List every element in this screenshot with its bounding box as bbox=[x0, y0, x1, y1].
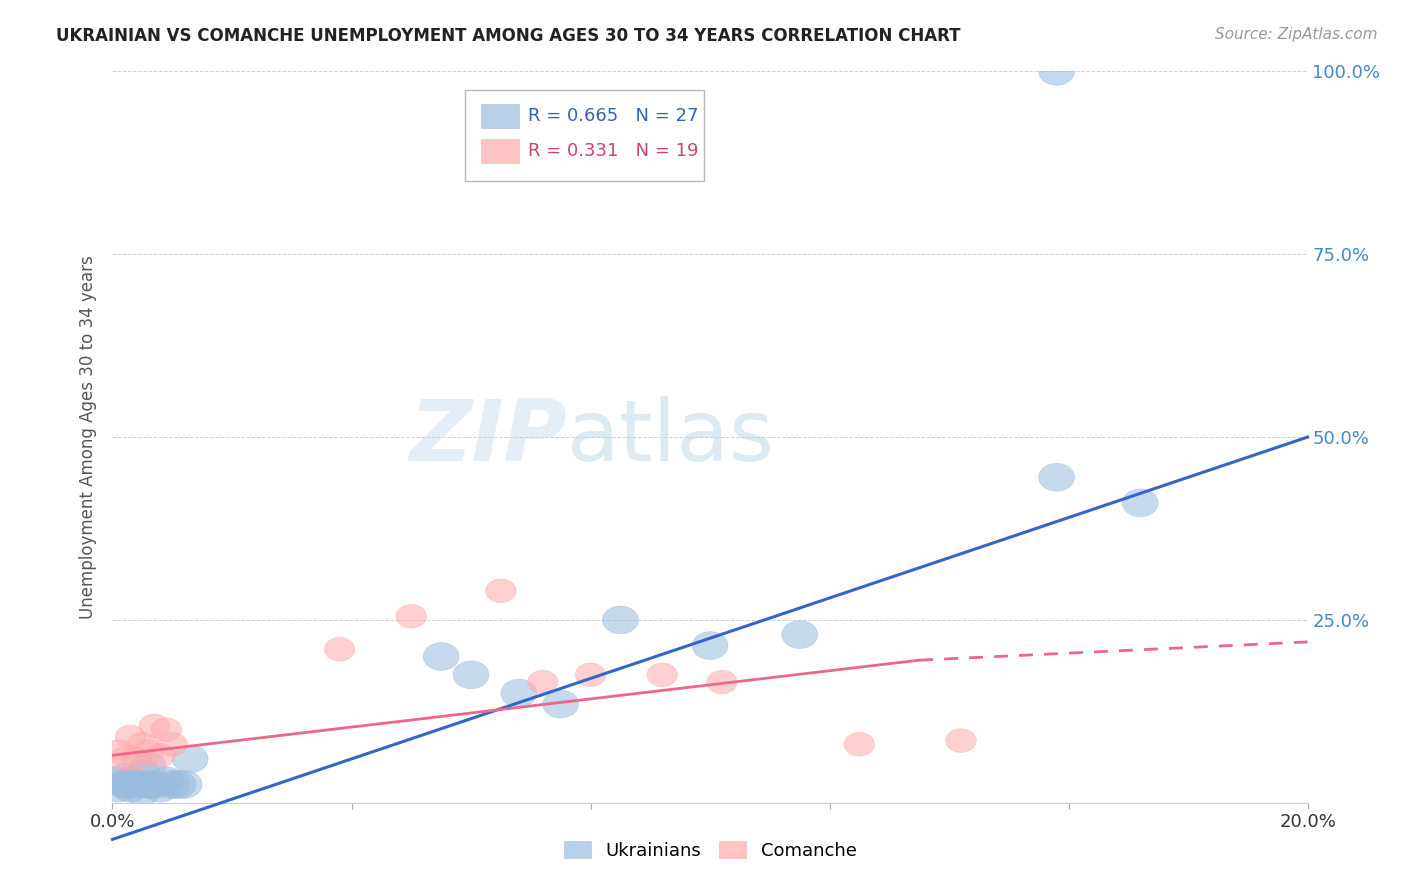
Ellipse shape bbox=[121, 747, 152, 771]
Ellipse shape bbox=[844, 732, 875, 756]
Ellipse shape bbox=[110, 747, 139, 771]
FancyBboxPatch shape bbox=[481, 104, 519, 128]
Text: atlas: atlas bbox=[567, 395, 775, 479]
Ellipse shape bbox=[112, 774, 149, 802]
Ellipse shape bbox=[1039, 57, 1074, 86]
Ellipse shape bbox=[142, 774, 179, 802]
Ellipse shape bbox=[118, 771, 155, 798]
Ellipse shape bbox=[527, 670, 558, 694]
Ellipse shape bbox=[136, 771, 173, 798]
Ellipse shape bbox=[575, 663, 606, 687]
Ellipse shape bbox=[485, 579, 516, 602]
Text: R = 0.665   N = 27: R = 0.665 N = 27 bbox=[529, 107, 699, 125]
Ellipse shape bbox=[148, 767, 184, 795]
FancyBboxPatch shape bbox=[465, 90, 704, 181]
Ellipse shape bbox=[325, 638, 354, 661]
Ellipse shape bbox=[453, 661, 489, 689]
Ellipse shape bbox=[139, 714, 170, 738]
Ellipse shape bbox=[160, 771, 197, 798]
Ellipse shape bbox=[101, 774, 136, 802]
Ellipse shape bbox=[127, 732, 157, 756]
Ellipse shape bbox=[145, 743, 176, 767]
Ellipse shape bbox=[543, 690, 579, 718]
Ellipse shape bbox=[1039, 464, 1074, 491]
Ellipse shape bbox=[115, 725, 146, 748]
Ellipse shape bbox=[707, 670, 737, 694]
Ellipse shape bbox=[134, 739, 163, 764]
Ellipse shape bbox=[396, 605, 426, 628]
FancyBboxPatch shape bbox=[481, 139, 519, 163]
Ellipse shape bbox=[157, 732, 187, 756]
Ellipse shape bbox=[423, 642, 460, 671]
Ellipse shape bbox=[173, 745, 208, 772]
Text: Source: ZipAtlas.com: Source: ZipAtlas.com bbox=[1215, 27, 1378, 42]
Ellipse shape bbox=[1122, 489, 1159, 516]
Ellipse shape bbox=[150, 718, 181, 741]
Ellipse shape bbox=[155, 771, 190, 798]
Ellipse shape bbox=[692, 632, 728, 659]
Legend: Ukrainians, Comanche: Ukrainians, Comanche bbox=[557, 834, 863, 867]
Ellipse shape bbox=[131, 771, 166, 798]
Ellipse shape bbox=[782, 621, 818, 648]
Text: UKRAINIAN VS COMANCHE UNEMPLOYMENT AMONG AGES 30 TO 34 YEARS CORRELATION CHART: UKRAINIAN VS COMANCHE UNEMPLOYMENT AMONG… bbox=[56, 27, 960, 45]
Ellipse shape bbox=[125, 760, 160, 788]
Ellipse shape bbox=[603, 606, 638, 634]
Ellipse shape bbox=[131, 752, 166, 780]
Ellipse shape bbox=[103, 739, 134, 764]
Ellipse shape bbox=[112, 767, 149, 795]
Ellipse shape bbox=[501, 679, 537, 707]
Ellipse shape bbox=[647, 663, 678, 687]
Ellipse shape bbox=[125, 778, 160, 805]
Ellipse shape bbox=[107, 764, 142, 791]
Ellipse shape bbox=[946, 729, 976, 753]
Ellipse shape bbox=[107, 771, 142, 798]
Y-axis label: Unemployment Among Ages 30 to 34 years: Unemployment Among Ages 30 to 34 years bbox=[79, 255, 97, 619]
Text: R = 0.331   N = 19: R = 0.331 N = 19 bbox=[529, 142, 699, 160]
Text: ZIP: ZIP bbox=[409, 395, 567, 479]
Ellipse shape bbox=[166, 771, 202, 798]
Ellipse shape bbox=[101, 767, 136, 795]
